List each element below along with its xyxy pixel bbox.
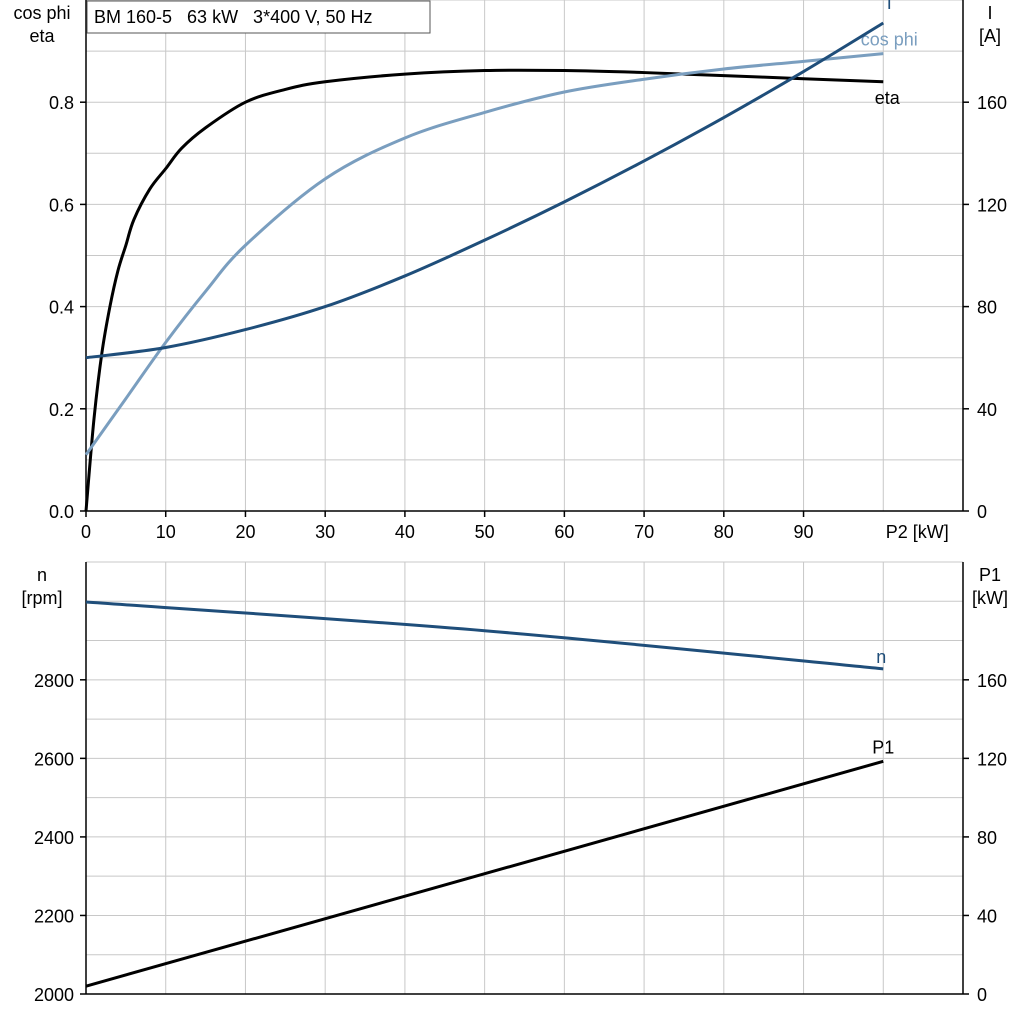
- y-axis-title-right-line2: [A]: [979, 26, 1001, 46]
- y-tick-label-right: 80: [977, 828, 997, 848]
- series-line-p1: [85, 759, 884, 988]
- series-label-cos-phi: cos phi: [861, 30, 918, 50]
- chart-title: BM 160-5 63 kW 3*400 V, 50 Hz: [94, 7, 372, 27]
- series-label-n: n: [876, 647, 886, 667]
- y-tick-label-left: 2000: [34, 985, 74, 1005]
- y-tick-label-right: 80: [977, 298, 997, 318]
- y-tick-label-right: 40: [977, 906, 997, 926]
- y-tick-label-left: 0.2: [49, 400, 74, 420]
- x-tick-label: 10: [156, 522, 176, 542]
- x-tick-label: 30: [315, 522, 335, 542]
- series-line-n: [85, 600, 884, 671]
- y-axis-title-right-line2: [kW]: [972, 588, 1008, 608]
- x-tick-label: 90: [794, 522, 814, 542]
- x-tick-label: 0: [81, 522, 91, 542]
- y-axis-title-right-line1: I: [987, 3, 992, 23]
- series-label-i: I: [887, 0, 892, 13]
- y-tick-label-right: 120: [977, 749, 1007, 769]
- y-tick-label-right: 160: [977, 671, 1007, 691]
- series-line-i: [85, 21, 885, 360]
- x-tick-label: 20: [235, 522, 255, 542]
- x-tick-label: 40: [395, 522, 415, 542]
- y-tick-label-right: 120: [977, 195, 1007, 215]
- y-tick-label-left: 0.8: [49, 93, 74, 113]
- y-tick-label-left: 2200: [34, 906, 74, 926]
- y-axis-title-right-line1: P1: [979, 565, 1001, 585]
- title-box: [86, 0, 431, 34]
- y-tick-label-right: 0: [977, 985, 987, 1005]
- y-tick-label-left: 0.6: [49, 195, 74, 215]
- y-tick-label-left: 2600: [34, 749, 74, 769]
- x-tick-label: 50: [475, 522, 495, 542]
- y-tick-label-right: 40: [977, 400, 997, 420]
- y-tick-label-left: 2400: [34, 828, 74, 848]
- y-axis-title-left-line1: n: [37, 565, 47, 585]
- series-label-p1: P1: [872, 737, 894, 757]
- x-tick-label: 70: [634, 522, 654, 542]
- y-tick-label-left: 2800: [34, 671, 74, 691]
- y-tick-label-left: 0.0: [49, 502, 74, 522]
- series-line-cos-phi: [84, 52, 884, 456]
- y-tick-label-right: 0: [977, 502, 987, 522]
- y-tick-label-left: 0.4: [49, 298, 74, 318]
- y-axis-title-left-line1: cos phi: [13, 3, 70, 23]
- y-axis-title-left-line2: eta: [29, 26, 55, 46]
- series-label-eta: eta: [875, 88, 901, 108]
- x-tick-label: 60: [554, 522, 574, 542]
- series-line-eta: [84, 68, 884, 512]
- y-tick-label-right: 160: [977, 93, 1007, 113]
- y-axis-title-left-line2: [rpm]: [21, 588, 62, 608]
- x-tick-label: 80: [714, 522, 734, 542]
- x-axis-title: P2 [kW]: [886, 522, 949, 542]
